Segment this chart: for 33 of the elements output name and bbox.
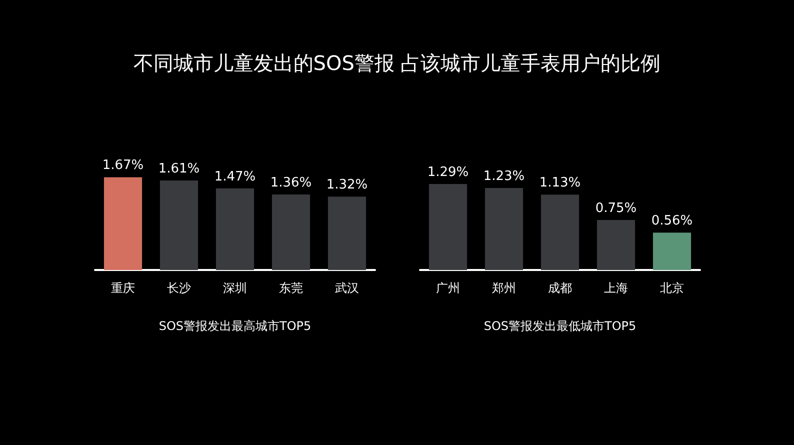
- data-label: 1.13%: [539, 176, 581, 191]
- bar: [272, 194, 310, 270]
- x-axis-title: SOS警报发出最高城市TOP5: [158, 319, 312, 333]
- x-tick-label: 郑州: [492, 281, 516, 295]
- bar: [484, 188, 524, 270]
- bar: [216, 188, 254, 270]
- x-axis-title: SOS警报发出最低城市TOP5: [484, 319, 636, 333]
- data-label: 1.61%: [158, 162, 200, 177]
- data-label: 1.47%: [214, 169, 256, 184]
- x-tick-label: 深圳: [223, 281, 247, 295]
- x-tick-label: 重庆: [111, 281, 135, 295]
- bar: [540, 194, 580, 270]
- data-label: 1.32%: [326, 178, 368, 193]
- x-tick-label: 北京: [660, 281, 684, 295]
- bar: [328, 196, 366, 270]
- x-tick-label: 成都: [548, 281, 572, 295]
- data-label: 1.67%: [102, 158, 144, 174]
- x-tick-label: 上海: [604, 281, 628, 295]
- bar: [104, 177, 142, 270]
- data-label: 1.29%: [427, 165, 469, 180]
- chart-title: 不同城市儿童发出的SOS警报 占该城市儿童手表用户的比例: [132, 50, 662, 77]
- data-label: 0.56%: [651, 214, 693, 229]
- x-tick-label: 广州: [436, 281, 460, 295]
- data-label: 1.23%: [483, 169, 525, 184]
- bar: [652, 232, 692, 270]
- data-label: 1.36%: [270, 175, 312, 190]
- bar: [428, 184, 468, 270]
- bar: [160, 180, 198, 270]
- bar: [596, 220, 636, 270]
- x-tick-label: 武汉: [335, 281, 359, 295]
- x-tick-label: 东莞: [279, 281, 303, 295]
- x-tick-label: 长沙: [167, 281, 191, 295]
- data-label: 0.75%: [595, 201, 637, 216]
